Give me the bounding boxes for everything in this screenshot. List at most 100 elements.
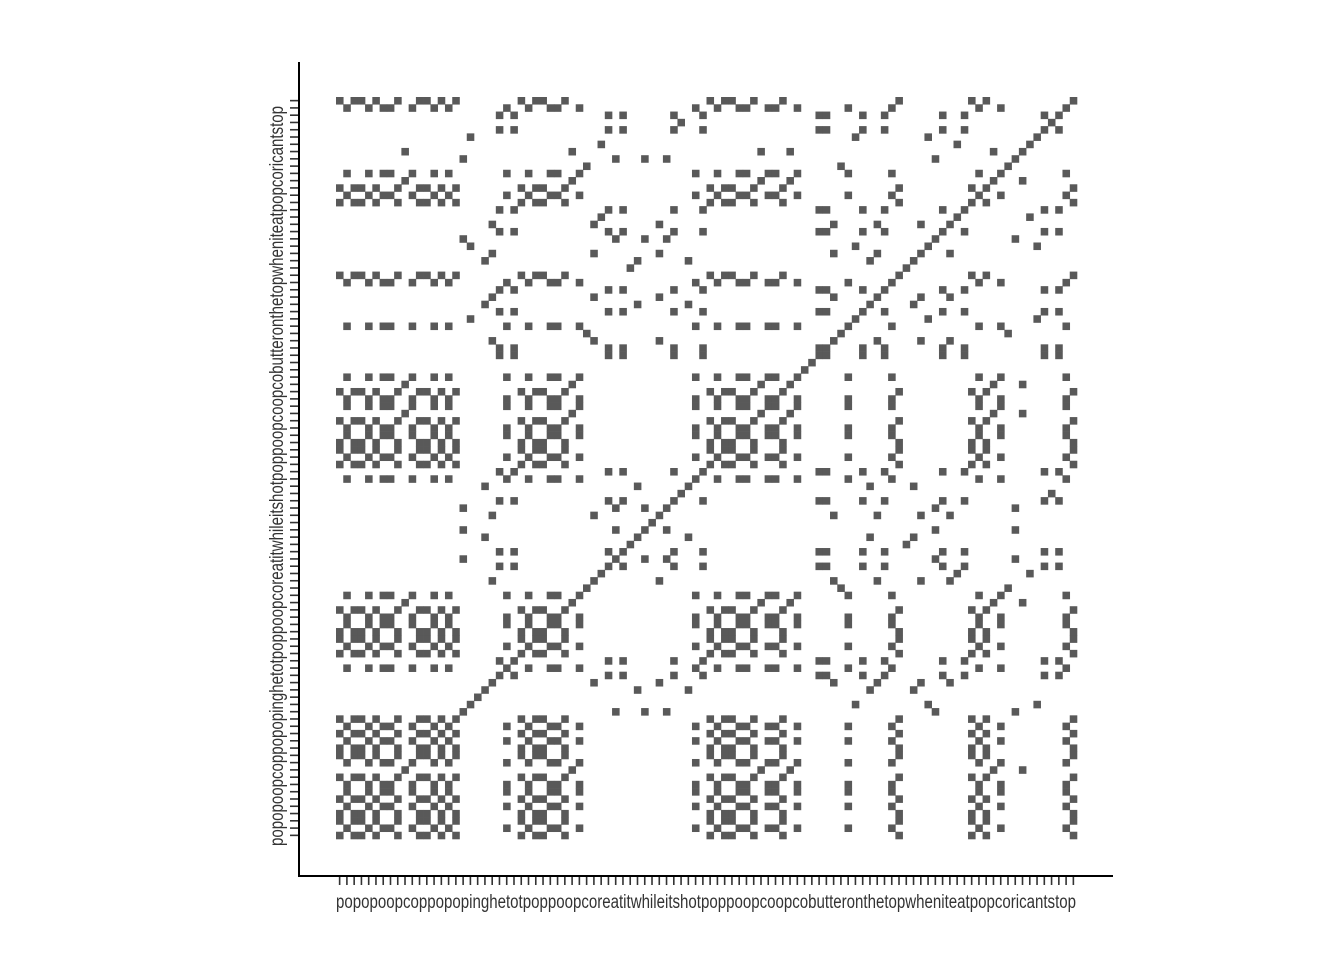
- match-cell: [495, 344, 504, 352]
- match-cell: [372, 744, 380, 752]
- match-cell: [771, 780, 780, 789]
- match-cell: [699, 111, 707, 120]
- match-cell: [372, 649, 380, 658]
- match-cell: [583, 584, 591, 592]
- match-cell: [815, 227, 824, 236]
- match-cell: [379, 802, 388, 811]
- match-cell: [946, 678, 954, 687]
- match-cell: [938, 351, 947, 360]
- match-cell: [844, 613, 853, 622]
- match-cell: [379, 431, 388, 440]
- match-cell: [641, 235, 649, 243]
- match-cell: [641, 504, 649, 512]
- match-cell: [372, 773, 380, 782]
- match-cell: [459, 155, 468, 163]
- match-cell: [532, 417, 540, 425]
- match-cell: [452, 438, 460, 447]
- match-cell: [503, 591, 511, 600]
- match-cell: [706, 817, 715, 825]
- match-cell: [365, 780, 373, 789]
- match-cell: [728, 606, 736, 614]
- match-cell: [510, 307, 518, 316]
- match-cell: [793, 169, 802, 178]
- match-cell: [386, 322, 395, 331]
- match-cell: [750, 460, 758, 469]
- match-cell: [968, 184, 976, 192]
- match-cell: [1033, 315, 1041, 323]
- match-cell: [553, 737, 562, 745]
- match-cell: [960, 657, 969, 665]
- match-cell: [960, 286, 969, 294]
- match-cell: [793, 722, 802, 731]
- match-cell: [524, 402, 533, 411]
- match-cell: [735, 591, 744, 600]
- match-cell: [336, 817, 344, 825]
- match-cell: [365, 431, 373, 440]
- match-cell: [968, 649, 976, 658]
- match-cell: [750, 97, 758, 105]
- match-cell: [539, 271, 547, 280]
- match-cell: [975, 191, 983, 200]
- match-cell: [684, 533, 693, 542]
- match-cell: [437, 751, 446, 760]
- match-cell: [553, 424, 562, 432]
- match-cell: [888, 722, 896, 731]
- match-cell: [452, 446, 460, 454]
- match-cell: [1062, 591, 1071, 600]
- match-cell: [619, 227, 627, 236]
- match-cell: [771, 431, 780, 440]
- match-cell: [706, 729, 715, 738]
- match-cell: [437, 460, 446, 469]
- match-cell: [917, 249, 925, 258]
- match-cell: [728, 460, 736, 469]
- match-cell: [408, 788, 417, 796]
- match-cell: [968, 751, 976, 760]
- match-cell: [706, 184, 715, 192]
- match-cell: [336, 97, 344, 105]
- match-cell: [336, 635, 344, 643]
- match-cell: [386, 613, 395, 622]
- match-cell: [437, 715, 446, 723]
- match-cell: [539, 795, 547, 803]
- match-cell: [466, 315, 475, 323]
- match-cell: [866, 257, 874, 265]
- match-cell: [728, 635, 736, 643]
- match-cell: [604, 657, 613, 665]
- match-cell: [764, 191, 773, 200]
- match-cell: [771, 642, 780, 651]
- match-cell: [394, 446, 402, 454]
- match-cell: [575, 475, 584, 483]
- match-cell: [895, 184, 903, 192]
- match-cell: [452, 795, 460, 803]
- match-cell: [408, 278, 417, 287]
- match-cell: [452, 751, 460, 760]
- match-cell: [844, 402, 853, 411]
- match-cell: [1004, 584, 1012, 592]
- match-cell: [691, 453, 700, 462]
- match-cell: [350, 751, 359, 760]
- match-cell: [350, 97, 359, 105]
- match-cell: [997, 620, 1005, 629]
- match-cell: [880, 344, 889, 352]
- match-cell: [386, 104, 395, 112]
- match-cell: [706, 809, 715, 818]
- match-cell: [844, 722, 853, 731]
- match-cell: [1055, 206, 1063, 214]
- match-cell: [844, 788, 853, 796]
- match-cell: [343, 431, 351, 440]
- match-cell: [1033, 242, 1041, 251]
- match-cell: [975, 169, 983, 178]
- match-cell: [880, 307, 889, 316]
- match-cell: [561, 271, 569, 280]
- match-cell: [975, 104, 983, 112]
- match-cell: [365, 591, 373, 600]
- match-cell: [343, 613, 351, 622]
- match-cell: [779, 97, 787, 105]
- match-cell: [517, 438, 526, 447]
- match-cell: [386, 169, 395, 178]
- match-cell: [1062, 191, 1071, 200]
- match-cell: [386, 620, 395, 629]
- match-cell: [444, 431, 453, 440]
- match-cell: [452, 460, 460, 469]
- match-cell: [735, 431, 744, 440]
